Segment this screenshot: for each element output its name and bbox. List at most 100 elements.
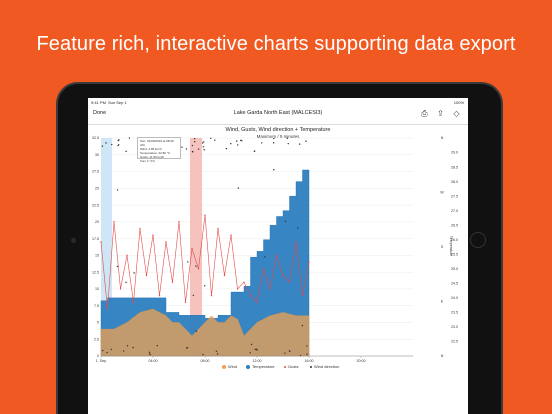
direction-point xyxy=(301,324,304,327)
direction-point xyxy=(297,227,299,229)
tag-icon[interactable]: ◇ xyxy=(453,109,460,118)
export-icon[interactable]: ⇪ xyxy=(437,109,444,118)
direction-point xyxy=(118,139,120,141)
legend-temperature[interactable]: Temperature xyxy=(246,364,274,369)
direction-point xyxy=(116,189,119,191)
direction-point xyxy=(202,353,204,356)
direction-point xyxy=(185,148,188,150)
y-right-tick-label: 24.5 xyxy=(451,282,458,286)
status-time: 9:41 PM xyxy=(91,100,106,105)
status-bar: 9:41 PM Sun Sep 1 100% xyxy=(88,98,468,106)
direction-point xyxy=(225,147,228,150)
direction-point xyxy=(148,351,151,354)
gusts-point xyxy=(249,294,252,297)
y-right-tick-label: 29.0 xyxy=(451,151,458,155)
direction-point xyxy=(237,187,240,189)
direction-point xyxy=(273,169,275,171)
y-right-tick-label: 25.0 xyxy=(451,267,458,271)
direction-point xyxy=(149,353,151,356)
camera-icon xyxy=(71,238,76,243)
direction-point xyxy=(128,137,131,139)
x-tick-label: 08:00 xyxy=(201,359,210,363)
direction-point xyxy=(111,143,113,146)
gusts-point xyxy=(113,221,115,223)
direction-point xyxy=(240,139,242,142)
direction-point xyxy=(110,348,113,351)
direction-point xyxy=(287,142,289,145)
direction-point xyxy=(261,142,263,144)
y-tick-label: 15 xyxy=(95,254,99,258)
x-tick-label: 1. Sep xyxy=(96,359,106,363)
direction-point xyxy=(250,343,253,346)
direction-point xyxy=(122,350,125,352)
gusts-point xyxy=(230,234,232,236)
gusts-point xyxy=(275,254,278,257)
direction-point xyxy=(284,352,286,354)
y-right-tick-label: 26.0 xyxy=(451,238,458,242)
tooltip-line: Wind: 4.86 km/h xyxy=(140,147,162,151)
direction-point xyxy=(125,281,127,284)
gusts-point xyxy=(197,268,200,270)
x-tick-label: 20:00 xyxy=(357,359,366,363)
y-tick-label: 32.5 xyxy=(92,136,99,140)
share-icon[interactable]: ⎙ xyxy=(421,109,428,118)
chart-title: Wind, Gusts, Wind direction + Temperatur… xyxy=(225,127,331,133)
direction-point xyxy=(201,142,204,144)
y-right-tick-label: 27.0 xyxy=(451,209,458,213)
gusts-point xyxy=(269,288,271,290)
gusts-swatch-icon xyxy=(284,365,286,368)
y-tick-label: 12.5 xyxy=(92,270,99,274)
nav-title: Lake Garda North East (MALCESI3) xyxy=(233,110,323,116)
direction-point xyxy=(156,344,158,347)
gusts-point xyxy=(295,241,297,243)
x-tick-label: 04:00 xyxy=(149,359,158,363)
tooltip: Sun, 01/09/2019 at 08:20 AM Wind: 4.86 k… xyxy=(137,137,181,163)
y-tick-label: 2.5 xyxy=(94,337,99,341)
y-tick-label: 5 xyxy=(97,321,99,325)
x-tick-label: 16:00 xyxy=(305,359,314,363)
y-right-tick-label: 28.5 xyxy=(451,165,458,169)
direction-point xyxy=(133,272,135,274)
gusts-point xyxy=(132,301,135,304)
y-right-tick-label: 27.5 xyxy=(451,194,458,198)
y-right-tick-label: 24.0 xyxy=(451,296,458,300)
gusts-point xyxy=(139,227,141,230)
done-button[interactable]: Done xyxy=(93,110,107,116)
tooltip-line: Gusts: 11.56 km/h xyxy=(140,155,165,159)
direction-point xyxy=(126,345,129,347)
direction-point xyxy=(256,349,258,351)
gusts-point xyxy=(236,288,239,290)
direction-point xyxy=(193,137,196,140)
direction-point xyxy=(203,141,205,143)
gusts-point xyxy=(223,274,226,277)
direction-point xyxy=(125,150,127,153)
wind-swatch-icon xyxy=(222,364,226,369)
y-tick-label: 22.5 xyxy=(92,203,99,207)
direction-point xyxy=(194,140,196,143)
legend-gusts[interactable]: Gusts xyxy=(284,364,298,369)
y-direction-tick-label: W xyxy=(440,191,444,195)
legend-wind[interactable]: Wind xyxy=(222,364,237,369)
direction-point xyxy=(203,149,205,151)
direction-point xyxy=(298,143,301,145)
legend-direction[interactable]: Wind direction xyxy=(310,364,339,369)
direction-point xyxy=(106,351,108,354)
direction-point xyxy=(286,137,289,140)
gusts-point xyxy=(171,281,174,283)
direction-point xyxy=(101,145,104,147)
wind-area xyxy=(100,308,310,357)
gusts-point xyxy=(301,294,304,297)
home-button[interactable] xyxy=(470,232,486,248)
y-tick-label: 10 xyxy=(95,287,99,291)
highlight-band-blue xyxy=(101,138,112,356)
y-tick-label: 17.5 xyxy=(92,237,99,241)
status-battery: 100% xyxy=(453,100,464,105)
chart-subtitle: Maximum / 5 minutes xyxy=(256,134,300,139)
gusts-point xyxy=(100,241,102,243)
direction-point xyxy=(230,142,232,145)
direction-point xyxy=(187,261,189,263)
y-tick-label: 30 xyxy=(95,153,99,157)
direction-point xyxy=(253,150,256,152)
direction-point xyxy=(215,350,218,353)
gusts-point xyxy=(204,214,206,216)
